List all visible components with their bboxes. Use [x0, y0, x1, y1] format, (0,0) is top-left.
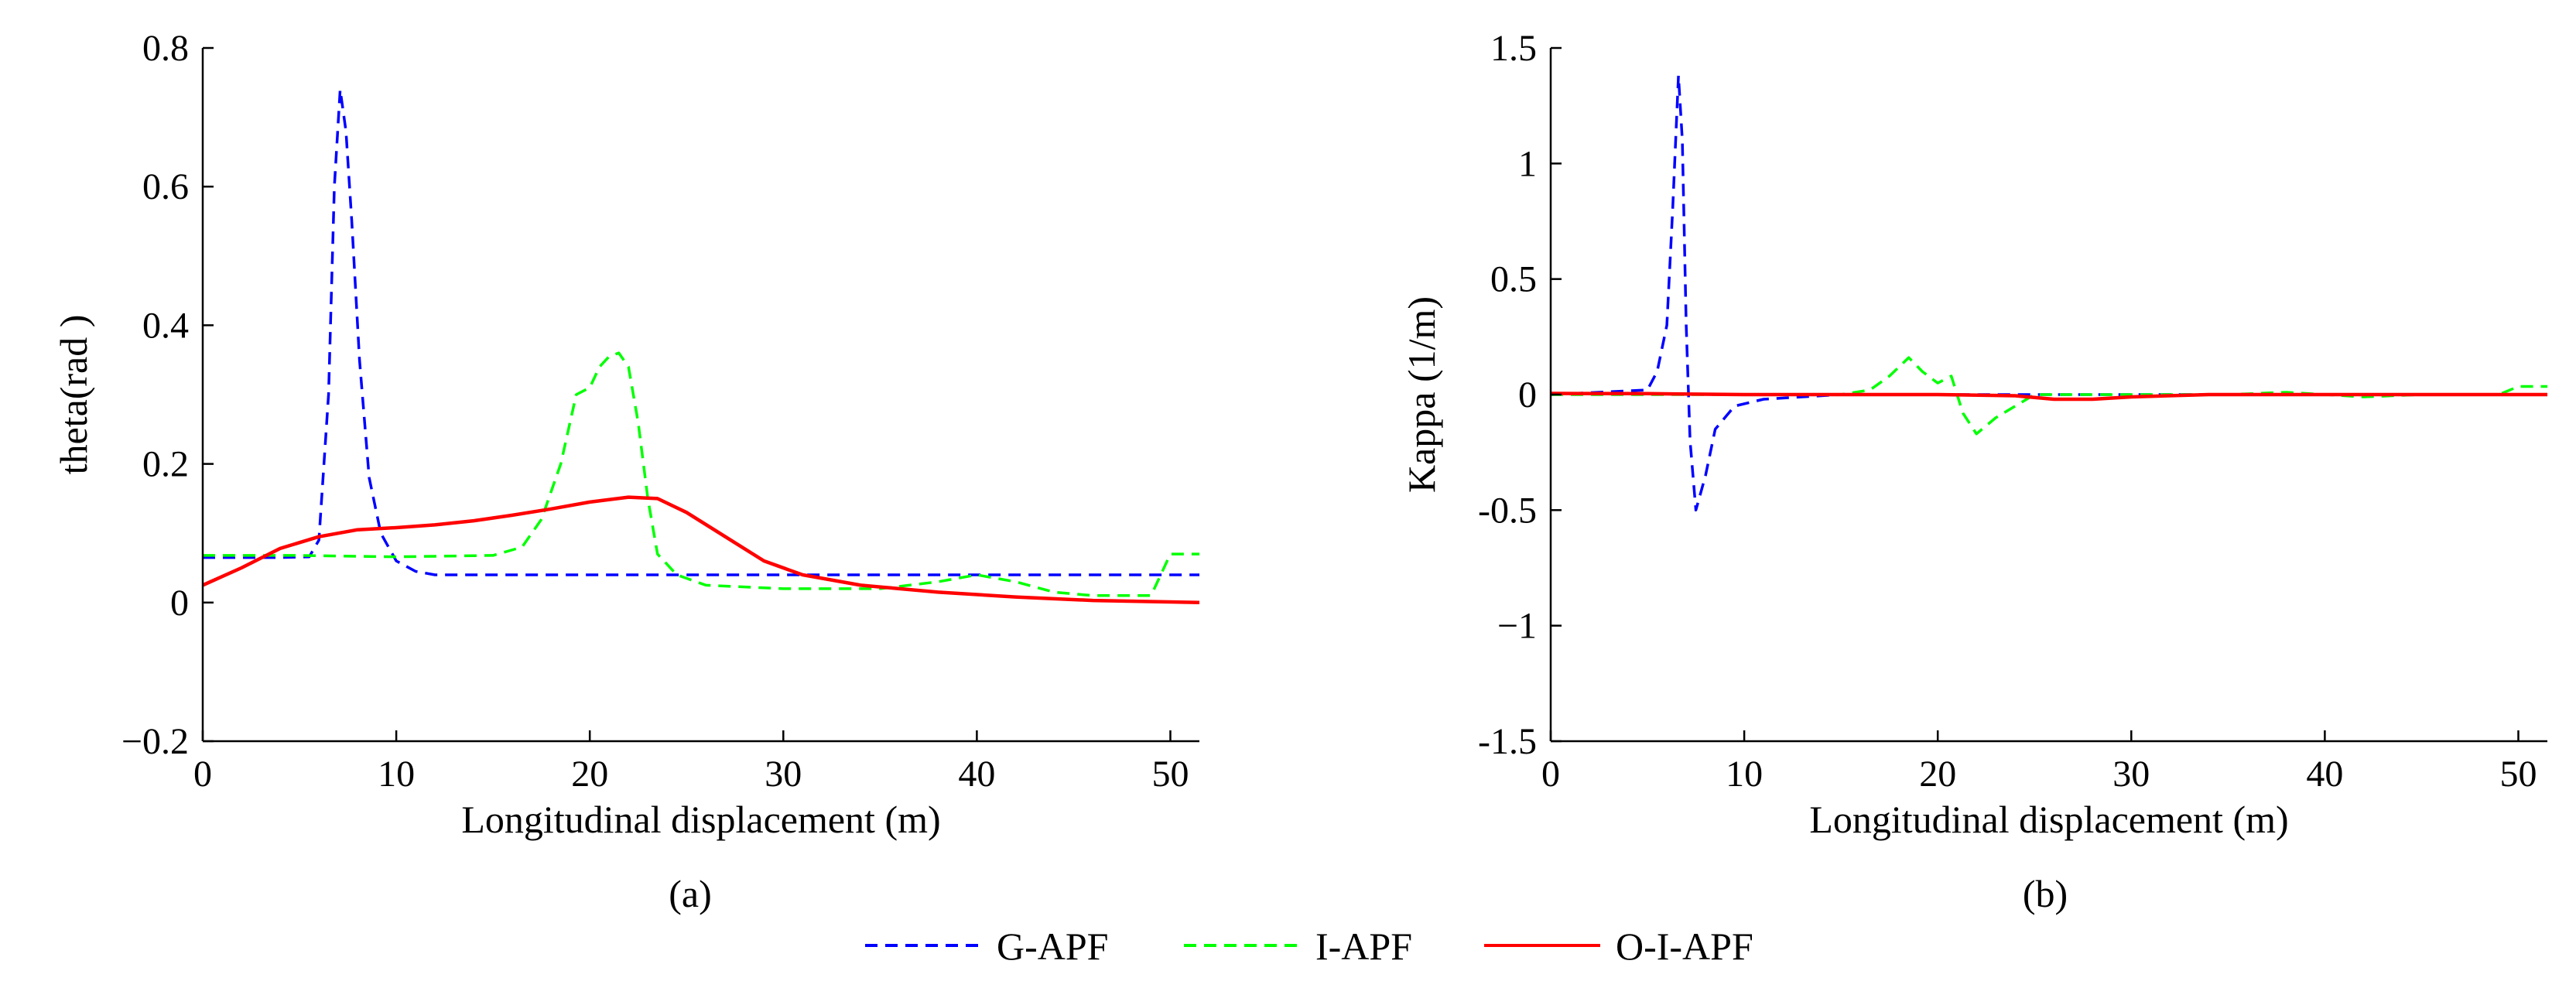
series-line-o-i-apf	[203, 495, 1199, 605]
legend: G-APF I-APF O-I-APF	[865, 925, 1753, 968]
x-tick-label: 50	[2499, 754, 2537, 795]
panel-a: 0 10 20 30 40 50−0.200.20.40.60.8Longitudinal…	[52, 28, 1199, 841]
x-tick-label: 30	[765, 754, 802, 795]
legend-label-i-apf: I-APF	[1315, 925, 1412, 968]
panel-label-a: (a)	[669, 872, 712, 915]
x-tick-label: 20	[571, 754, 608, 795]
legend-label-o-i-apf: O-I-APF	[1616, 925, 1753, 968]
x-tick-label: 0	[193, 754, 212, 795]
x-tick-label: 30	[2112, 754, 2150, 795]
x-tick-label: 20	[1919, 754, 1956, 795]
series-line-g-apf	[203, 88, 1199, 576]
y-tick-label: 0.2	[142, 444, 189, 485]
y-tick-label: 0.4	[142, 305, 189, 346]
x-axis-label: Longitudinal displacement (m)	[461, 798, 940, 841]
series-line-g-apf	[1551, 74, 2547, 512]
y-tick-label: -0.5	[1478, 490, 1537, 531]
y-axis-label: theta(rad )	[52, 315, 95, 475]
x-tick-label: 0	[1541, 754, 1560, 795]
x-tick-label: 40	[2306, 754, 2343, 795]
plot-area	[203, 88, 1199, 605]
legend-label-g-apf: G-APF	[997, 925, 1108, 968]
y-tick-label: −0.2	[121, 721, 189, 762]
y-tick-label: 0.6	[142, 166, 189, 207]
x-tick-label: 50	[1151, 754, 1189, 795]
y-tick-label: 0.5	[1490, 259, 1537, 300]
y-axis-label: Kappa (1/m)	[1400, 296, 1443, 493]
x-tick-label: 40	[958, 754, 995, 795]
y-tick-label: 0	[170, 583, 189, 624]
y-tick-label: 1	[1518, 143, 1537, 184]
x-axis-label: Longitudinal displacement (m)	[1809, 798, 2288, 841]
y-tick-label: -1.5	[1478, 721, 1537, 762]
series-line-i-apf	[203, 351, 1199, 597]
x-tick-label: 10	[378, 754, 415, 795]
plot-area	[1551, 74, 2547, 512]
panel-label-b: (b)	[2023, 872, 2068, 915]
y-tick-label: −1	[1497, 606, 1537, 647]
series-line-o-i-apf	[1551, 391, 2547, 402]
y-tick-label: 0	[1518, 374, 1537, 415]
y-tick-label: 0.8	[142, 28, 189, 69]
y-tick-label: 1.5	[1490, 28, 1537, 69]
series-line-i-apf	[1551, 356, 2547, 436]
panel-b: 0 10 20 30 40 50 -1.5 −1 -0.5 0 0.5 1 1.5 Longitudina…	[1400, 28, 2547, 841]
x-tick-label: 10	[1726, 754, 1763, 795]
